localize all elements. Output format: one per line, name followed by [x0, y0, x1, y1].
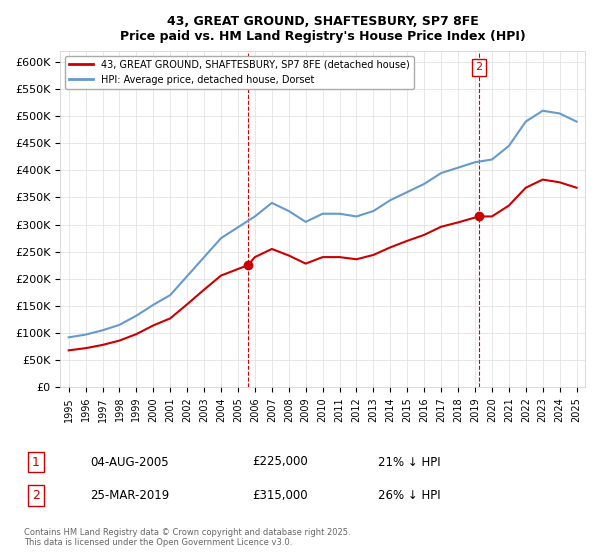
Legend: 43, GREAT GROUND, SHAFTESBURY, SP7 8FE (detached house), HPI: Average price, det: 43, GREAT GROUND, SHAFTESBURY, SP7 8FE (… — [65, 56, 413, 88]
Text: £225,000: £225,000 — [252, 455, 308, 469]
Text: £315,000: £315,000 — [252, 489, 308, 502]
Text: 26% ↓ HPI: 26% ↓ HPI — [378, 489, 440, 502]
Text: Contains HM Land Registry data © Crown copyright and database right 2025.
This d: Contains HM Land Registry data © Crown c… — [24, 528, 350, 547]
Title: 43, GREAT GROUND, SHAFTESBURY, SP7 8FE
Price paid vs. HM Land Registry's House P: 43, GREAT GROUND, SHAFTESBURY, SP7 8FE P… — [120, 15, 526, 43]
Text: 1: 1 — [32, 455, 40, 469]
Text: 2: 2 — [32, 489, 40, 502]
Text: 21% ↓ HPI: 21% ↓ HPI — [378, 455, 440, 469]
Text: 25-MAR-2019: 25-MAR-2019 — [90, 489, 169, 502]
Text: 04-AUG-2005: 04-AUG-2005 — [90, 455, 169, 469]
Text: 2: 2 — [475, 62, 482, 72]
Text: 1: 1 — [244, 62, 251, 72]
